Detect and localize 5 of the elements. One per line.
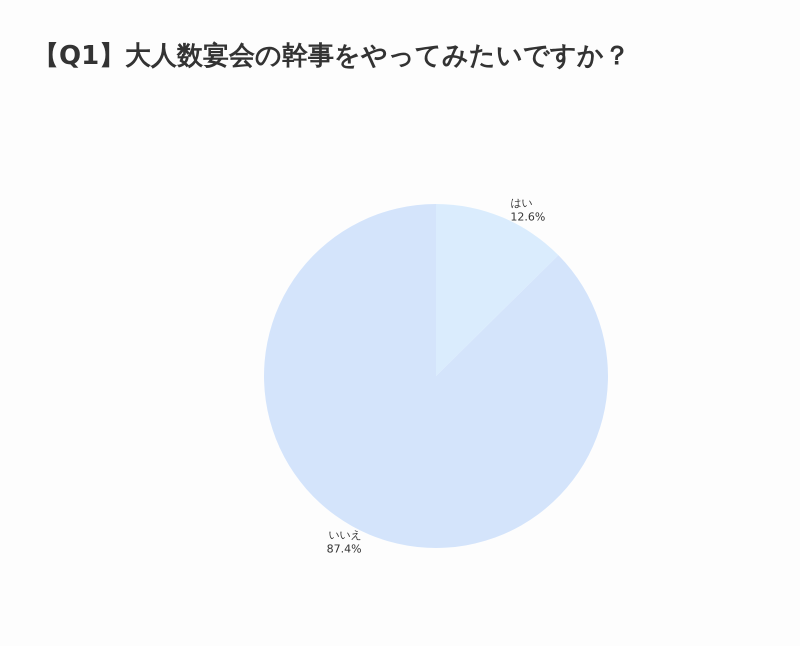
data-label: 12.6% xyxy=(510,210,546,224)
data-label: 87.4% xyxy=(326,542,362,556)
slice-label: いいえ xyxy=(328,528,362,542)
slice-label: はい xyxy=(510,196,532,210)
chart-title: 【Q1】大人数宴会の幹事をやってみたいですか？ xyxy=(33,41,630,71)
